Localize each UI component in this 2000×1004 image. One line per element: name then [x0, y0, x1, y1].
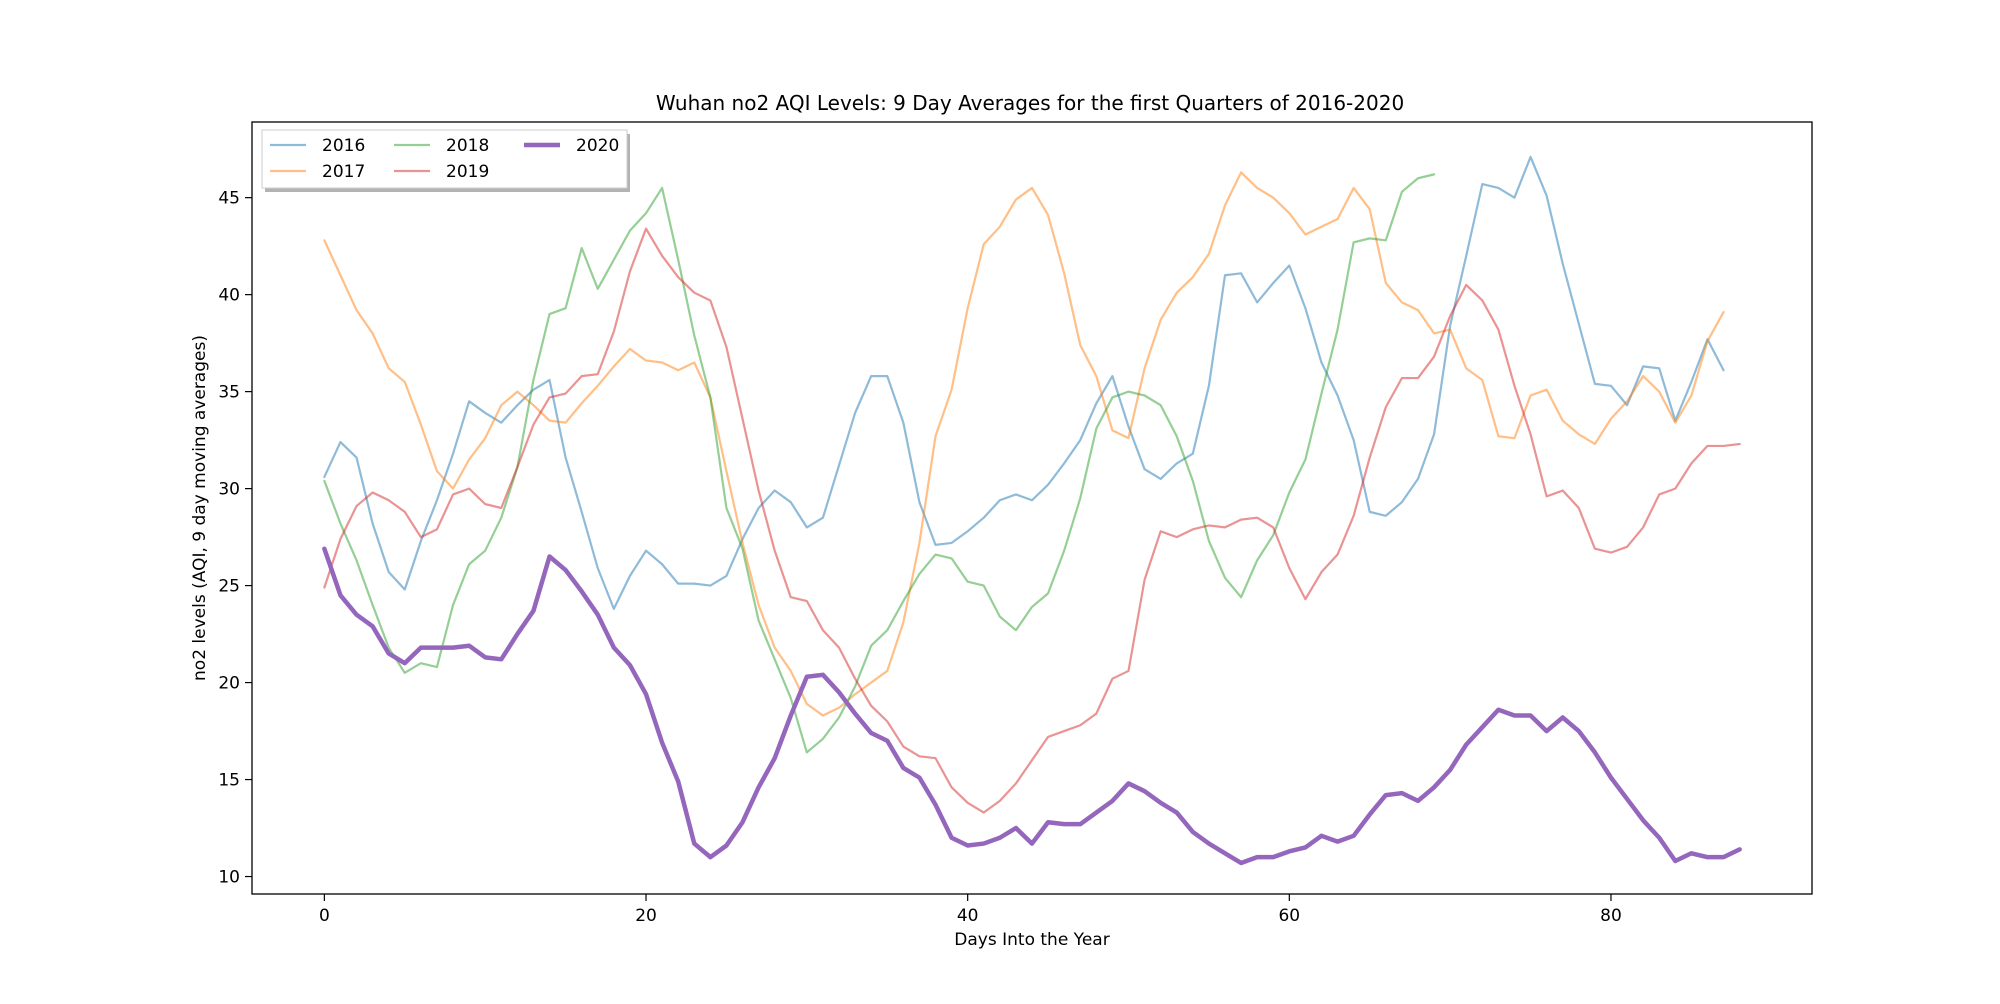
series-line-2018 — [323, 173, 1436, 754]
legend-label-2016: 2016 — [322, 136, 365, 156]
y-tick-label: 25 — [218, 577, 240, 597]
series-line-2020 — [322, 546, 1742, 866]
y-tick-label: 40 — [218, 286, 240, 306]
plot-frame — [251, 121, 1813, 895]
chart-title: Wuhan no2 AQI Levels: 9 Day Averages for… — [656, 91, 1404, 115]
legend-label-2017: 2017 — [322, 162, 365, 182]
plot-area — [322, 155, 1742, 866]
x-axis-ticks: 0 20 40 60 80 — [319, 894, 1622, 926]
y-tick-label: 30 — [218, 480, 240, 500]
y-tick-label: 20 — [218, 674, 240, 694]
y-tick-label: 35 — [218, 383, 240, 403]
x-tick-label: 40 — [957, 906, 979, 926]
y-tick-label: 15 — [218, 771, 240, 791]
x-axis-label: Days Into the Year — [954, 930, 1109, 950]
legend-label-2019: 2019 — [446, 162, 489, 182]
y-tick-label: 45 — [218, 189, 240, 209]
y-tick-label: 10 — [218, 868, 240, 888]
legend-label-2018: 2018 — [446, 136, 489, 156]
legend: 2016 2017 2018 2019 2020 — [261, 129, 630, 192]
legend-box — [261, 129, 628, 189]
x-tick-label: 60 — [1278, 906, 1300, 926]
series-line-2019 — [323, 227, 1741, 814]
x-tick-label: 20 — [635, 906, 657, 926]
x-tick-label: 80 — [1600, 906, 1622, 926]
y-axis-label: no2 levels (AQI, 9 day moving averages) — [190, 335, 210, 681]
legend-label-2020: 2020 — [576, 136, 619, 156]
series-line-2016 — [323, 155, 1725, 610]
series-lines — [322, 155, 1742, 866]
y-axis-ticks: 10 15 20 25 30 35 40 45 — [218, 189, 252, 888]
x-tick-label: 0 — [319, 906, 330, 926]
series-line-2017 — [323, 171, 1725, 717]
